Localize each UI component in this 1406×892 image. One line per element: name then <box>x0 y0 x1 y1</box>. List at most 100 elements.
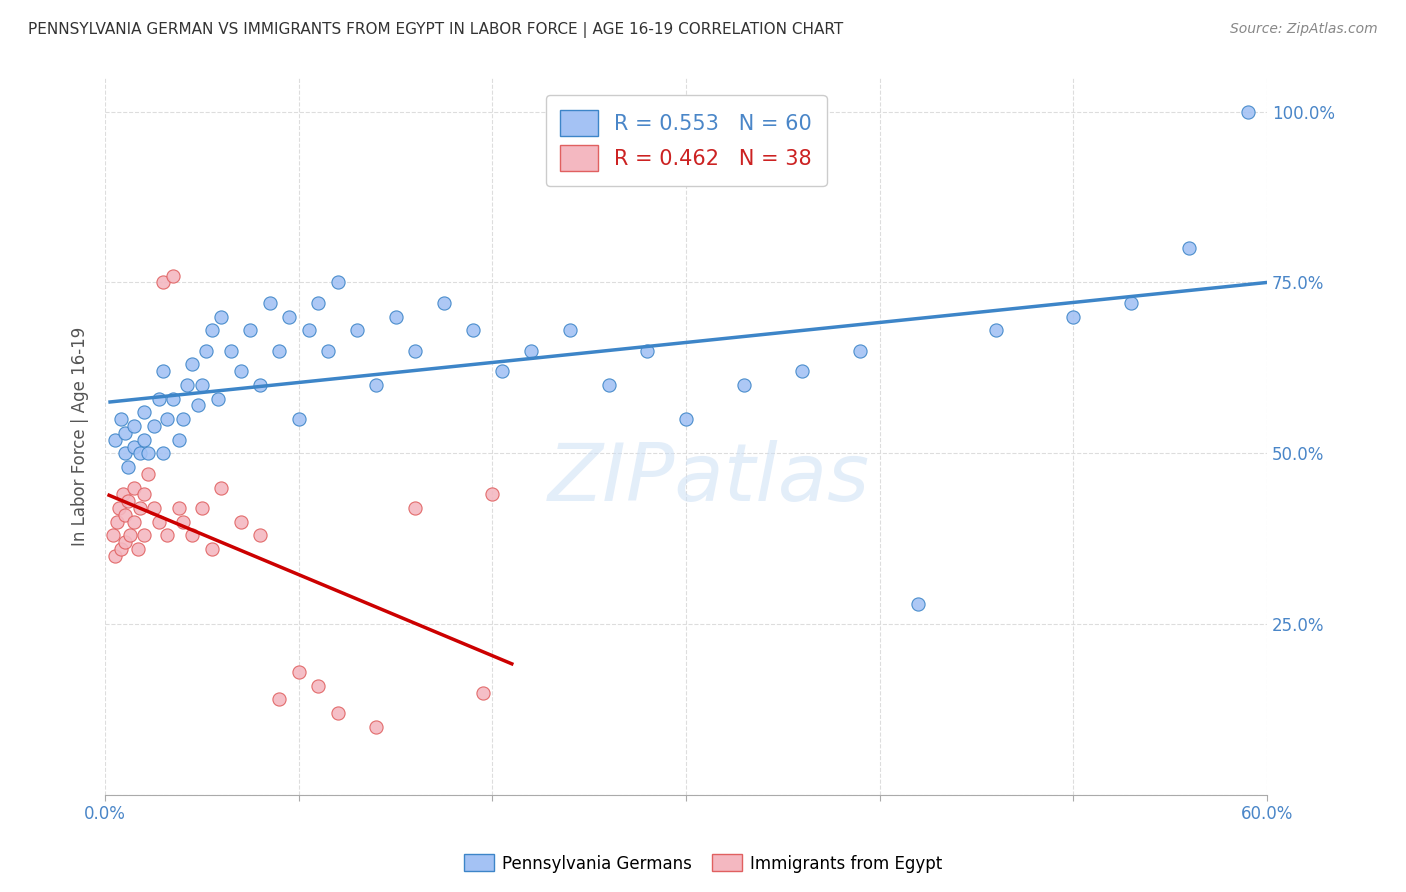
Point <box>132 528 155 542</box>
Point <box>114 508 136 522</box>
Point <box>101 528 124 542</box>
Point <box>104 549 127 563</box>
Point <box>384 310 406 324</box>
Point <box>132 405 155 419</box>
Point <box>598 378 620 392</box>
Point <box>209 310 232 324</box>
Point <box>156 412 179 426</box>
Point <box>229 364 252 378</box>
Point <box>167 501 190 516</box>
Point <box>191 378 214 392</box>
Point <box>984 323 1007 337</box>
Point <box>433 296 456 310</box>
Point <box>162 392 184 406</box>
Point <box>404 501 426 516</box>
Point <box>167 433 190 447</box>
Y-axis label: In Labor Force | Age 16-19: In Labor Force | Age 16-19 <box>72 326 89 546</box>
Point <box>129 501 152 516</box>
Point <box>471 685 494 699</box>
Point <box>239 323 262 337</box>
Point <box>520 343 543 358</box>
Point <box>404 343 426 358</box>
Point <box>1178 241 1201 255</box>
Point <box>366 720 388 734</box>
Point <box>316 343 339 358</box>
Point <box>114 535 136 549</box>
Point <box>117 494 139 508</box>
Point <box>792 364 814 378</box>
Point <box>326 706 349 720</box>
Point <box>229 515 252 529</box>
Point <box>142 419 165 434</box>
Point <box>461 323 484 337</box>
Point <box>172 515 194 529</box>
Point <box>162 268 184 283</box>
Text: ZIPatlas: ZIPatlas <box>548 441 870 518</box>
Point <box>1121 296 1143 310</box>
Point <box>136 467 159 481</box>
Point <box>122 515 145 529</box>
Point <box>191 501 214 516</box>
Point <box>297 323 319 337</box>
Point <box>152 364 174 378</box>
Point <box>346 323 368 337</box>
Point <box>207 392 229 406</box>
Point <box>636 343 658 358</box>
Point <box>114 446 136 460</box>
Point <box>259 296 281 310</box>
Point <box>288 412 311 426</box>
Point <box>201 541 224 556</box>
Point <box>181 358 204 372</box>
Point <box>111 487 134 501</box>
Point <box>156 528 179 542</box>
Point <box>1062 310 1084 324</box>
Point <box>122 440 145 454</box>
Point <box>675 412 697 426</box>
Point <box>209 481 232 495</box>
Point <box>307 679 329 693</box>
Point <box>117 460 139 475</box>
Point <box>288 665 311 679</box>
Point <box>187 399 209 413</box>
Point <box>172 412 194 426</box>
Point <box>107 501 129 516</box>
Point <box>181 528 204 542</box>
Point <box>1236 104 1258 119</box>
Point <box>849 343 872 358</box>
Point <box>194 343 217 358</box>
Point <box>132 487 155 501</box>
Point <box>110 541 132 556</box>
Point <box>481 487 503 501</box>
Point <box>366 378 388 392</box>
Point <box>491 364 513 378</box>
Point <box>269 343 291 358</box>
Point <box>142 501 165 516</box>
Point <box>733 378 755 392</box>
Legend: R = 0.553   N = 60, R = 0.462   N = 38: R = 0.553 N = 60, R = 0.462 N = 38 <box>546 95 827 186</box>
Point <box>122 481 145 495</box>
Text: PENNSYLVANIA GERMAN VS IMMIGRANTS FROM EGYPT IN LABOR FORCE | AGE 16-19 CORRELAT: PENNSYLVANIA GERMAN VS IMMIGRANTS FROM E… <box>28 22 844 38</box>
Point <box>558 323 581 337</box>
Point <box>132 433 155 447</box>
Text: Source: ZipAtlas.com: Source: ZipAtlas.com <box>1230 22 1378 37</box>
Legend: Pennsylvania Germans, Immigrants from Egypt: Pennsylvania Germans, Immigrants from Eg… <box>457 847 949 880</box>
Point <box>219 343 242 358</box>
Point <box>122 419 145 434</box>
Point <box>269 692 291 706</box>
Point <box>278 310 301 324</box>
Point <box>104 433 127 447</box>
Point <box>136 446 159 460</box>
Point <box>249 378 271 392</box>
Point <box>907 597 929 611</box>
Point <box>326 276 349 290</box>
Point <box>129 446 152 460</box>
Point <box>152 446 174 460</box>
Point <box>249 528 271 542</box>
Point <box>176 378 198 392</box>
Point <box>105 515 128 529</box>
Point <box>148 392 170 406</box>
Point <box>152 276 174 290</box>
Point <box>148 515 170 529</box>
Point <box>110 412 132 426</box>
Point <box>307 296 329 310</box>
